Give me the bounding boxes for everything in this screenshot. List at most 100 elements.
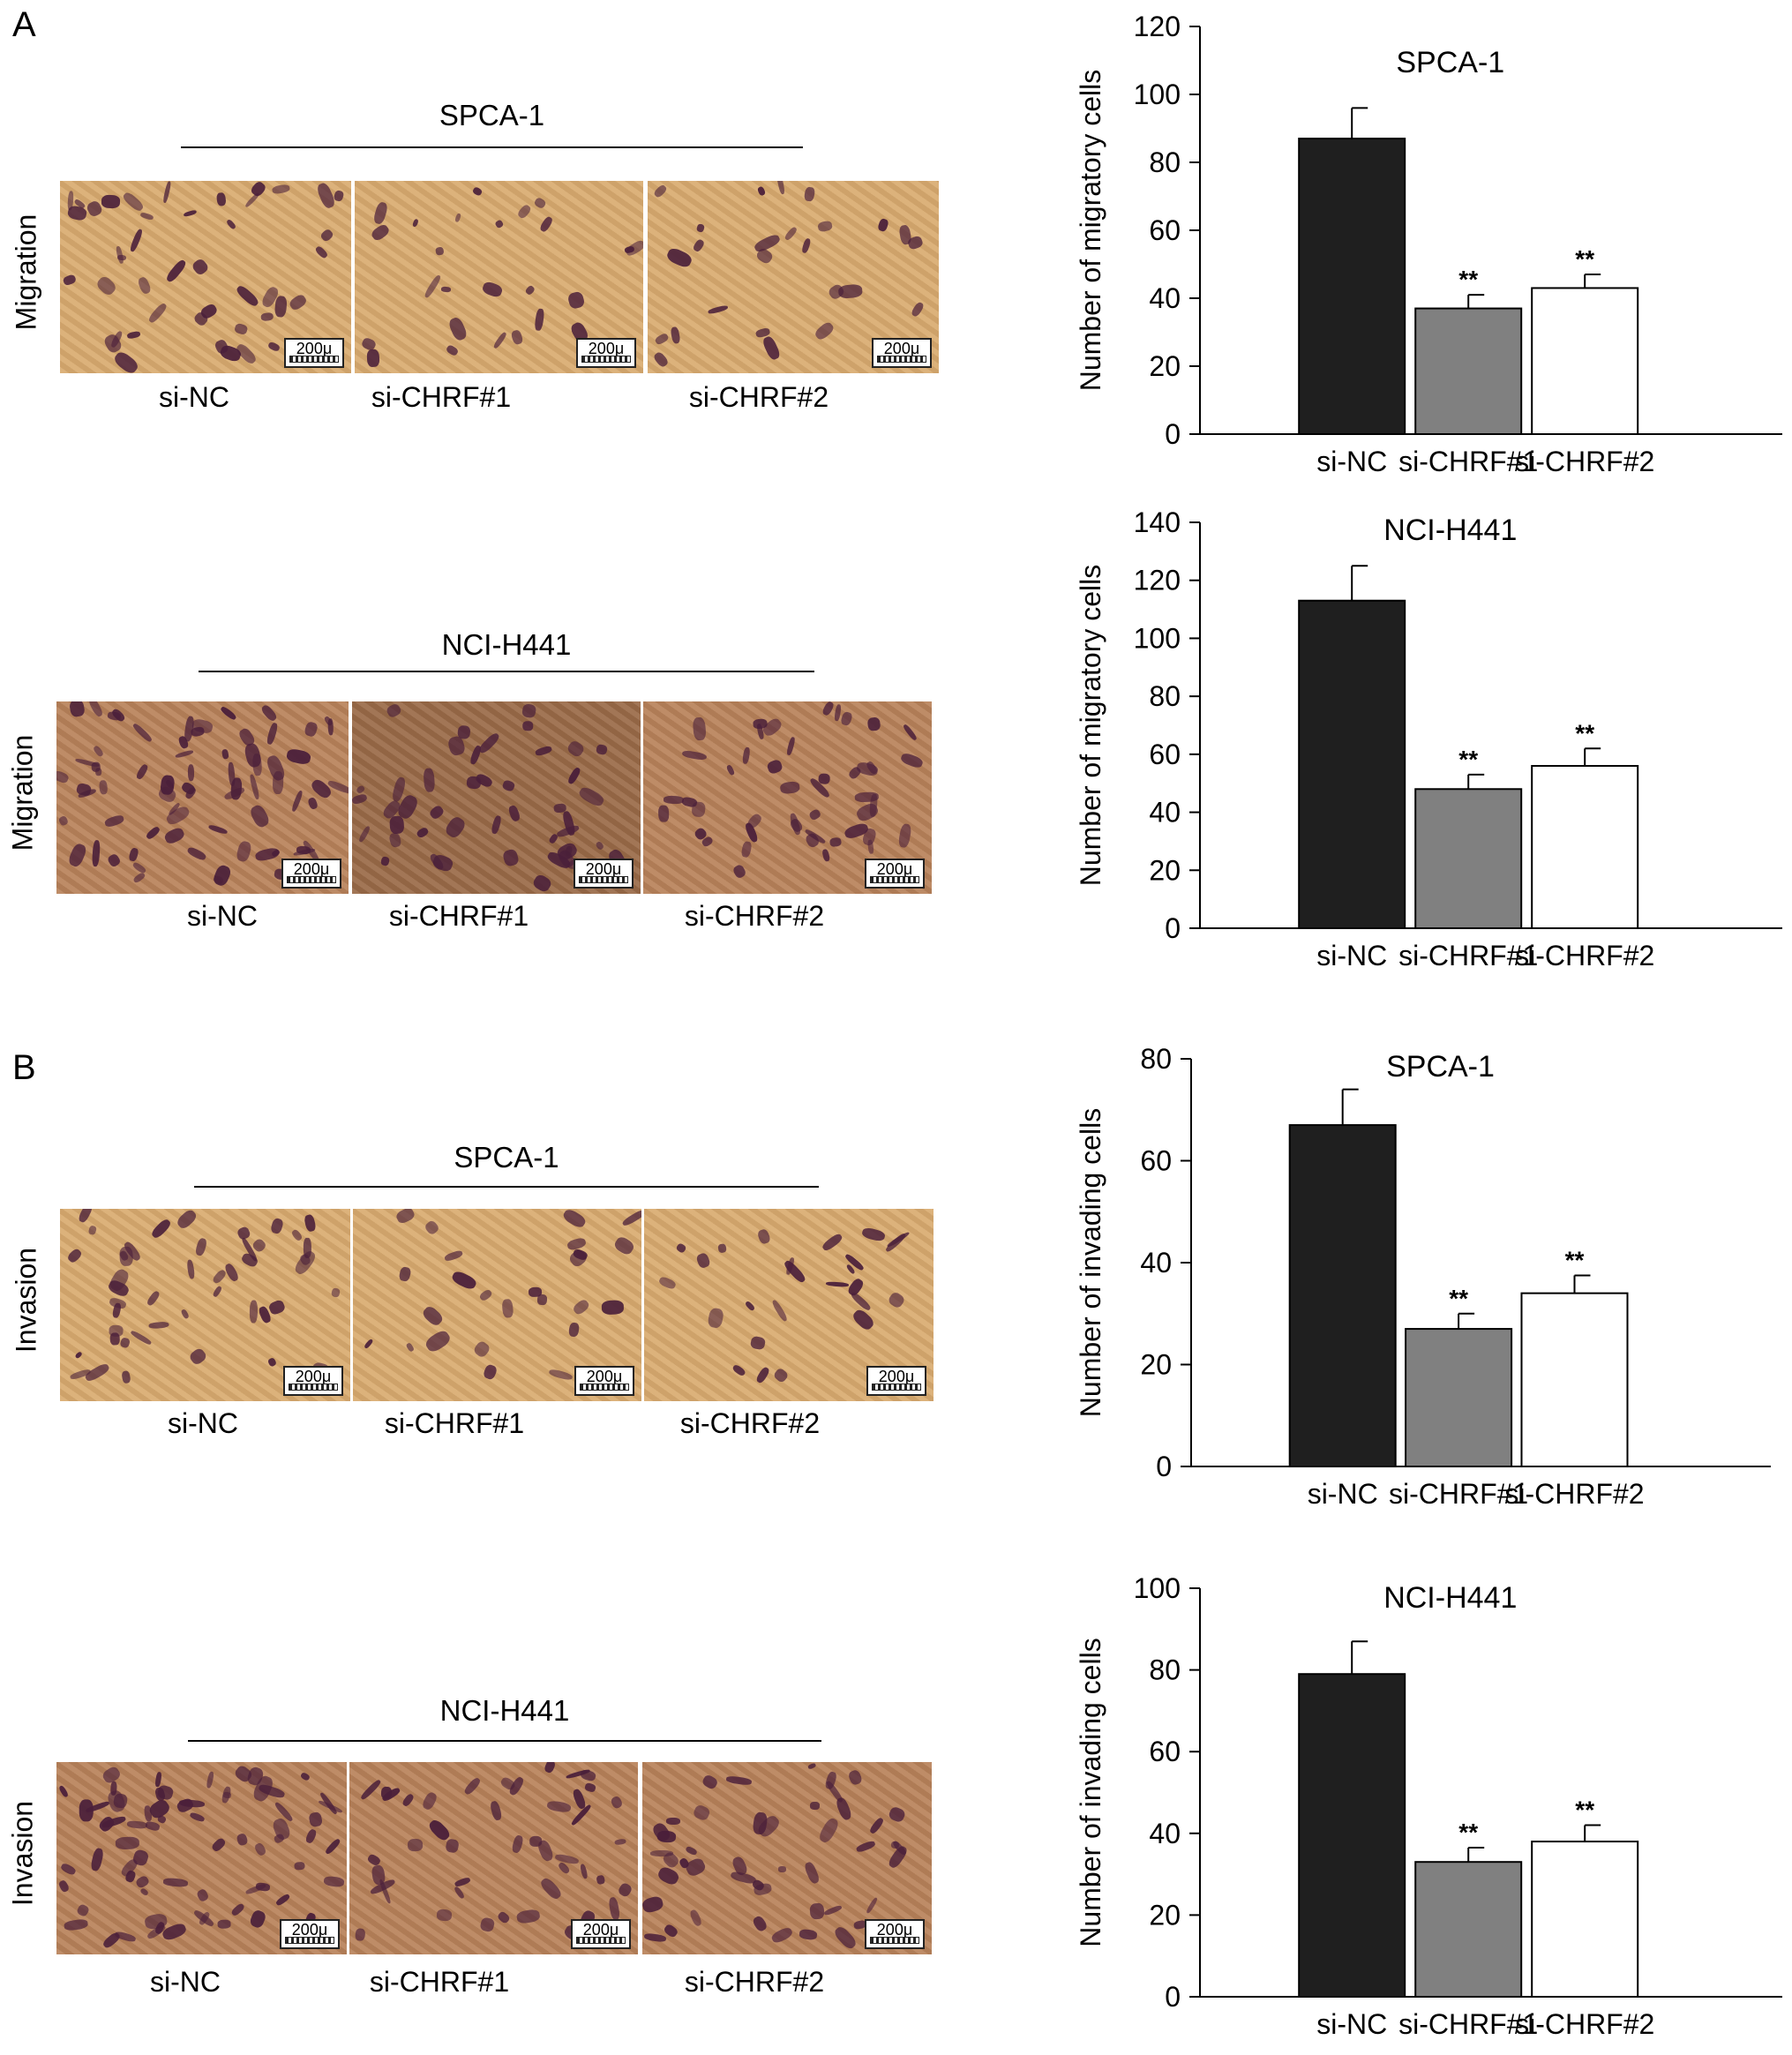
- y-tick-label: 40: [1149, 282, 1181, 314]
- y-tick-label: 20: [1140, 1349, 1172, 1381]
- stained-cell: [816, 1815, 841, 1844]
- stained-cell: [692, 237, 706, 253]
- stained-cell: [657, 1275, 678, 1290]
- stained-cell: [129, 228, 144, 253]
- scale-bar-label: 200μ: [876, 860, 913, 878]
- stained-cell: [249, 773, 260, 800]
- stained-cell: [62, 274, 77, 287]
- stained-cell: [546, 1799, 573, 1814]
- stained-cell: [180, 1308, 191, 1320]
- stained-cell: [512, 1834, 525, 1854]
- stained-cell: [688, 1909, 703, 1928]
- stained-cell: [216, 191, 228, 207]
- stained-cell: [751, 1915, 769, 1934]
- stained-cell: [119, 1337, 131, 1350]
- stained-cell: [137, 275, 153, 296]
- bar-si-nc: [1298, 138, 1406, 436]
- significance-marker: **: [1575, 245, 1594, 273]
- stained-cell: [652, 350, 670, 369]
- stained-cell: [415, 825, 431, 839]
- scale-bar: 200μ: [872, 338, 932, 368]
- stained-cell: [566, 766, 582, 785]
- significance-marker: **: [1458, 1819, 1478, 1846]
- stained-cell: [128, 846, 140, 862]
- stained-cell: [507, 804, 521, 822]
- stained-cell: [207, 823, 229, 836]
- scale-bar-label: 200μ: [295, 1368, 332, 1385]
- stained-cell: [656, 1864, 681, 1887]
- stained-cell: [314, 244, 330, 259]
- stained-cell: [706, 1307, 724, 1330]
- stained-cell: [121, 190, 145, 213]
- stained-cell: [259, 702, 278, 723]
- x-tick-label: si-CHRF#1: [1398, 446, 1538, 477]
- scale-bar-label: 200μ: [883, 340, 920, 357]
- y-tick-label: 60: [1140, 1145, 1172, 1177]
- stained-cell: [642, 1894, 665, 1915]
- stained-cell: [657, 805, 670, 821]
- stained-cell: [685, 1845, 698, 1856]
- stained-cell: [692, 716, 707, 741]
- stained-cell: [579, 1863, 589, 1880]
- y-tick-label: 20: [1149, 350, 1181, 382]
- stained-cell: [424, 1328, 454, 1355]
- stained-cell: [398, 1265, 412, 1283]
- stained-cell: [69, 701, 86, 718]
- stained-cell: [229, 1901, 245, 1916]
- chart-nci-h441-invasion: 0 20 40 60 80 100 Number of invading cells NCI-…: [1075, 1572, 1782, 2040]
- stained-cell: [756, 185, 767, 197]
- stained-cell: [488, 1800, 503, 1822]
- stained-cell: [266, 722, 280, 746]
- x-tick-label: si-CHRF#2: [1504, 1478, 1644, 1510]
- bar-si-chrf-2: [1531, 287, 1639, 436]
- group-underline: [199, 671, 814, 672]
- stained-cell: [424, 1219, 441, 1236]
- x-tick-label: si-CHRF#1: [1389, 1478, 1528, 1510]
- stained-cell: [189, 1811, 206, 1823]
- stained-cell: [132, 871, 146, 884]
- stained-cell: [821, 848, 831, 863]
- stained-cell: [266, 1356, 277, 1368]
- stained-cell: [692, 1804, 712, 1822]
- stained-cell: [868, 1816, 885, 1835]
- stained-cell: [221, 748, 229, 759]
- micrograph-condition-label: si-CHRF#1: [371, 381, 512, 413]
- stained-cell: [725, 1775, 753, 1786]
- scale-bar-label: 200μ: [588, 340, 625, 357]
- group-underline: [181, 146, 803, 148]
- stained-cell: [327, 718, 334, 737]
- stained-cell: [290, 1227, 304, 1242]
- x-tick-label: si-NC: [1308, 1478, 1378, 1510]
- panel-letter-a: A: [12, 5, 36, 44]
- stained-cell: [112, 1792, 129, 1810]
- stained-cell: [887, 1804, 907, 1825]
- stained-cell: [655, 333, 670, 346]
- stained-cell: [742, 746, 752, 765]
- stained-cell: [323, 1875, 345, 1888]
- stained-cell: [188, 1346, 208, 1367]
- stained-cell: [408, 1838, 424, 1852]
- stained-cell: [112, 349, 141, 373]
- stained-cell: [79, 1799, 94, 1822]
- stained-cell: [740, 840, 753, 859]
- stained-cell: [607, 1896, 621, 1922]
- group-underline: [194, 1186, 819, 1188]
- assay-row-label: Invasion: [10, 1247, 42, 1354]
- stained-cell: [243, 191, 260, 208]
- stained-cell: [91, 761, 101, 772]
- stained-cell: [92, 839, 101, 867]
- stained-cell: [87, 701, 105, 718]
- stained-cell: [839, 710, 853, 727]
- stained-cell: [319, 228, 334, 244]
- stained-cell: [134, 1874, 151, 1890]
- micrograph-image: 200μ: [352, 701, 641, 894]
- y-tick-label: 60: [1149, 1736, 1181, 1767]
- stained-cell: [887, 1290, 907, 1310]
- micrograph-condition-label: si-CHRF#1: [388, 900, 529, 932]
- stained-cell: [754, 1366, 771, 1385]
- stained-cell: [236, 1833, 249, 1847]
- stained-cell: [666, 1817, 680, 1826]
- stained-cell: [443, 1249, 464, 1263]
- stained-cell: [187, 764, 194, 782]
- stained-cell: [877, 217, 889, 232]
